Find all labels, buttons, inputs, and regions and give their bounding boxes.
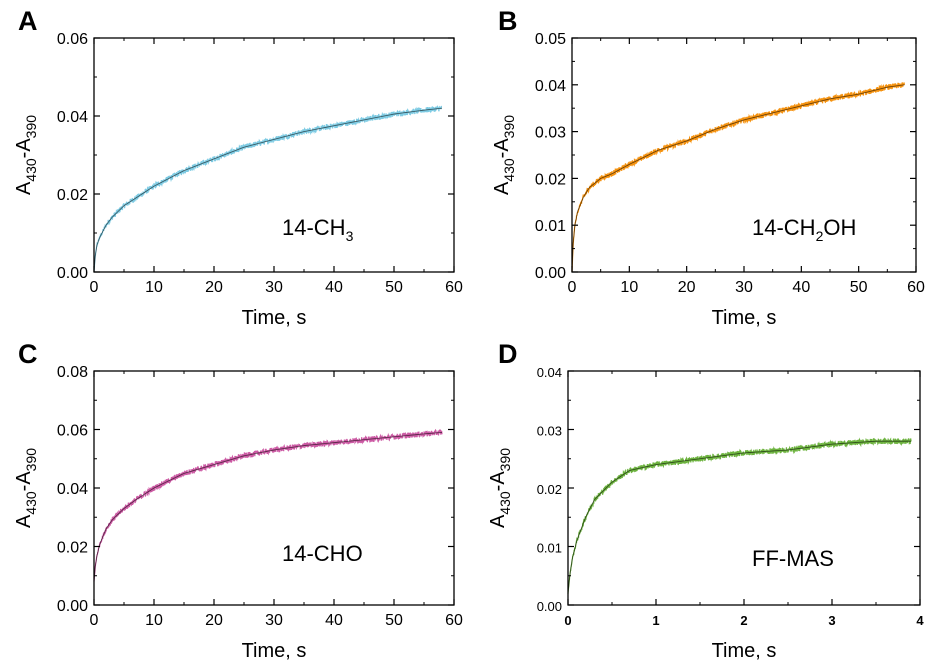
x-tick-label: 1 bbox=[652, 613, 659, 628]
x-tick-label: 30 bbox=[265, 279, 283, 296]
x-tick-label: 10 bbox=[145, 612, 163, 629]
x-tick-label: 0 bbox=[564, 613, 571, 628]
x-tick-label: 60 bbox=[907, 279, 925, 296]
x-tick-label: 0 bbox=[90, 279, 99, 296]
plot-frame bbox=[567, 370, 921, 606]
y-tick-label: 0.04 bbox=[537, 365, 562, 380]
compound-label: 14-CH2OH bbox=[752, 215, 856, 244]
series-trace bbox=[571, 82, 906, 273]
panel-letter: C bbox=[18, 339, 38, 369]
compound-label: 14-CH3 bbox=[282, 215, 354, 244]
x-tick-label: 50 bbox=[385, 279, 403, 296]
plot-frame bbox=[93, 370, 455, 606]
chart-panel-b: 0 10 20 30 40 50 60 0.00 0.01 0.02 0.03 0.04 0.05 Tim… bbox=[491, 6, 925, 329]
y-tick-label: 0.03 bbox=[537, 424, 562, 439]
compound-label: FF-MAS bbox=[752, 546, 834, 571]
y-tick-label: 0.03 bbox=[535, 125, 566, 142]
x-tick-label: 20 bbox=[678, 279, 696, 296]
x-tick-label: 10 bbox=[145, 279, 163, 296]
x-axis-label: Time, s bbox=[712, 640, 777, 662]
y-tick-label: 0.00 bbox=[537, 599, 562, 614]
x-tick-label: 40 bbox=[325, 612, 343, 629]
x-axis-label: Time, s bbox=[242, 307, 307, 329]
y-tick-label: 0.00 bbox=[57, 598, 88, 615]
x-axis-label: Time, s bbox=[712, 307, 777, 329]
x-axis-label: Time, s bbox=[242, 640, 307, 662]
y-tick-label: 0.01 bbox=[537, 541, 562, 556]
compound-label: 14-CHO bbox=[282, 541, 363, 566]
x-tick-label: 40 bbox=[792, 279, 810, 296]
x-tick-label: 50 bbox=[385, 612, 403, 629]
y-tick-label: 0.02 bbox=[57, 540, 88, 557]
panel-letter: A bbox=[18, 6, 38, 36]
fit-line bbox=[93, 107, 443, 273]
x-tick-label: 10 bbox=[620, 279, 638, 296]
series-trace bbox=[93, 105, 443, 272]
chart-panel-d: 0 1 2 3 4 0.00 0.01 0.02 0.03 0.04 Time, s A430-A39… bbox=[487, 339, 924, 662]
y-tick-label: 0.02 bbox=[535, 171, 566, 188]
series-trace bbox=[567, 437, 912, 594]
y-tick-label: 0.01 bbox=[535, 218, 566, 235]
x-tick-label: 60 bbox=[445, 612, 463, 629]
y-axis-label: A430-A390 bbox=[487, 448, 513, 528]
x-tick-label: 50 bbox=[850, 279, 868, 296]
x-tick-label: 40 bbox=[325, 279, 343, 296]
y-tick-label: 0.06 bbox=[57, 31, 88, 48]
x-tick-label: 2 bbox=[740, 613, 747, 628]
chart-panel-a: 0 10 20 30 40 50 60 0.00 0.02 0.04 0.06 Time, s A430… bbox=[13, 6, 463, 329]
y-tick-label: 0.04 bbox=[57, 481, 88, 498]
fit-line bbox=[571, 84, 905, 273]
y-tick-label: 0.05 bbox=[535, 31, 566, 48]
y-tick-label: 0.02 bbox=[537, 482, 562, 497]
fit-line bbox=[93, 432, 443, 582]
x-tick-label: 0 bbox=[568, 279, 577, 296]
panel-letter: D bbox=[498, 339, 518, 369]
y-tick-label: 0.08 bbox=[57, 364, 88, 381]
x-tick-label: 20 bbox=[205, 279, 223, 296]
y-axis-label: A430-A390 bbox=[491, 115, 517, 195]
panel-letter: B bbox=[498, 6, 518, 36]
x-tick-label: 60 bbox=[445, 279, 463, 296]
x-tick-label: 30 bbox=[265, 612, 283, 629]
y-axis-label: A430-A390 bbox=[13, 115, 39, 195]
y-tick-label: 0.06 bbox=[57, 423, 88, 440]
x-tick-label: 4 bbox=[916, 613, 924, 628]
x-tick-label: 20 bbox=[205, 612, 223, 629]
series-trace bbox=[93, 428, 443, 582]
x-tick-label: 0 bbox=[90, 612, 99, 629]
y-tick-label: 0.00 bbox=[535, 265, 566, 282]
chart-panel-c: 0 10 20 30 40 50 60 0.00 0.02 0.04 0.06 0.08 Time, s… bbox=[13, 339, 463, 662]
plot-frame bbox=[93, 37, 455, 273]
y-tick-label: 0.00 bbox=[57, 265, 88, 282]
fit-line bbox=[567, 440, 912, 594]
y-tick-label: 0.04 bbox=[57, 109, 88, 126]
y-tick-label: 0.04 bbox=[535, 78, 566, 95]
x-tick-label: 30 bbox=[735, 279, 753, 296]
plot-frame bbox=[571, 37, 917, 273]
y-tick-label: 0.02 bbox=[57, 187, 88, 204]
x-tick-label: 3 bbox=[828, 613, 835, 628]
y-axis-label: A430-A390 bbox=[13, 448, 39, 528]
